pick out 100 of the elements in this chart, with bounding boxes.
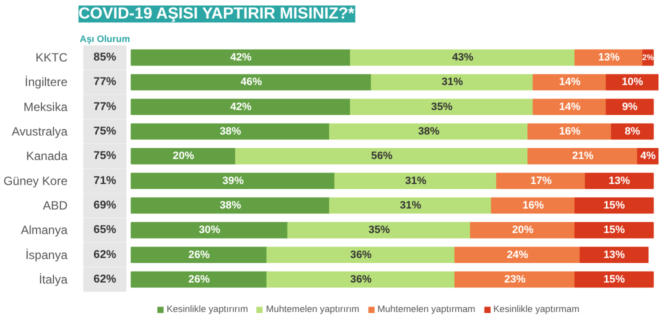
data-label: 36% <box>350 274 372 286</box>
bar <box>130 222 288 238</box>
bar <box>130 172 336 190</box>
bar <box>574 197 654 214</box>
data-label: 15% <box>603 200 626 212</box>
data-label: 31% <box>442 76 464 88</box>
data-label: 36% <box>350 248 372 261</box>
bar <box>454 246 581 263</box>
data-label: 43% <box>452 52 474 64</box>
bar <box>266 271 456 288</box>
data-label: 35% <box>368 224 390 236</box>
bar <box>329 123 528 140</box>
data-label: 8% <box>624 126 641 138</box>
bar <box>606 98 654 116</box>
data-label: 14% <box>559 100 581 113</box>
data-label: 21% <box>572 150 594 162</box>
data-label: 13% <box>603 248 626 261</box>
text: 62% <box>94 248 116 261</box>
legend-label: Muhtemelen yaptırmam <box>377 304 476 314</box>
bar <box>370 74 534 90</box>
data-label: 9% <box>622 100 638 113</box>
bar <box>130 148 236 164</box>
data-label: 20% <box>172 150 195 162</box>
data-label: 38% <box>418 126 440 138</box>
data-label: 23% <box>504 274 526 286</box>
data-label: 31% <box>400 200 422 212</box>
bar <box>527 123 612 140</box>
bar <box>350 49 576 66</box>
bar <box>350 98 534 116</box>
bar <box>334 172 498 190</box>
y-tick-label: İngiltere <box>24 75 68 90</box>
data-label: 16% <box>522 200 544 212</box>
data-label: 46% <box>240 76 262 88</box>
bar <box>329 197 492 214</box>
text: 77% <box>94 100 116 113</box>
data-label: 56% <box>371 150 393 162</box>
data-label: 15% <box>603 274 626 286</box>
data-label: 13% <box>598 52 620 64</box>
bar <box>580 246 649 263</box>
data-label: 26% <box>188 248 210 261</box>
bar <box>532 98 607 116</box>
text: 62% <box>94 274 116 286</box>
data-label: 30% <box>198 224 221 236</box>
legend-label: Kesinlikle yaptırmam <box>493 304 580 314</box>
bar <box>130 271 268 288</box>
text: 69% <box>94 200 116 212</box>
data-label: 10% <box>622 76 644 88</box>
data-label: 14% <box>559 76 581 88</box>
data-label: 17% <box>530 174 552 187</box>
data-label: 13% <box>608 174 631 187</box>
bar <box>130 98 351 116</box>
data-label: 4% <box>640 150 656 162</box>
data-label: 31% <box>405 174 427 187</box>
bar <box>532 74 607 90</box>
text: 75% <box>94 126 116 138</box>
data-label: 42% <box>230 52 252 64</box>
data-label: 35% <box>431 100 454 113</box>
bar <box>130 74 372 90</box>
bar <box>130 197 330 214</box>
y-tick-label: Kanada <box>26 149 68 164</box>
text: Aşı Olurum <box>80 34 130 44</box>
bar <box>130 49 351 66</box>
legend-label: Kesinlikle yaptırırım <box>166 304 248 314</box>
data-label: 16% <box>559 126 581 138</box>
bar <box>490 197 576 214</box>
data-label: 2% <box>642 53 654 62</box>
y-tick-label: Güney Kore <box>3 174 68 188</box>
text: 71% <box>94 174 116 187</box>
bar <box>287 222 472 238</box>
bar <box>574 271 654 288</box>
bar <box>130 123 330 140</box>
bar <box>496 172 586 190</box>
data-label: 24% <box>506 248 529 261</box>
bar <box>130 246 268 263</box>
bar <box>584 172 654 190</box>
chart-title: COVID-19 AŞISI YAPTIRIR MISINIZ?* <box>78 6 356 22</box>
data-label: 38% <box>220 126 242 138</box>
data-label: 42% <box>230 100 252 113</box>
data-label: 15% <box>603 224 626 236</box>
bar <box>574 222 654 238</box>
y-tick-label: KKTC <box>35 50 68 65</box>
bar <box>527 148 638 164</box>
bar <box>470 222 576 238</box>
bar <box>454 271 576 288</box>
text: 65% <box>94 224 116 236</box>
text: 77% <box>94 76 116 88</box>
y-tick-label: Meksika <box>23 100 68 114</box>
data-label: 38% <box>220 200 242 212</box>
y-tick-label: Almanya <box>20 223 68 238</box>
data-label: 26% <box>188 274 210 286</box>
text: 85% <box>94 52 116 64</box>
bar <box>266 246 456 263</box>
bar <box>235 148 528 164</box>
legend-label: Muhtemelen yaptırırım <box>266 304 360 314</box>
y-tick-label: Avustralya <box>12 124 68 139</box>
y-tick-label: İspanya <box>25 248 68 262</box>
data-label: 20% <box>512 224 534 236</box>
y-tick-label: İtalya <box>38 272 68 287</box>
data-label: 39% <box>222 174 244 187</box>
text: 75% <box>94 150 116 162</box>
